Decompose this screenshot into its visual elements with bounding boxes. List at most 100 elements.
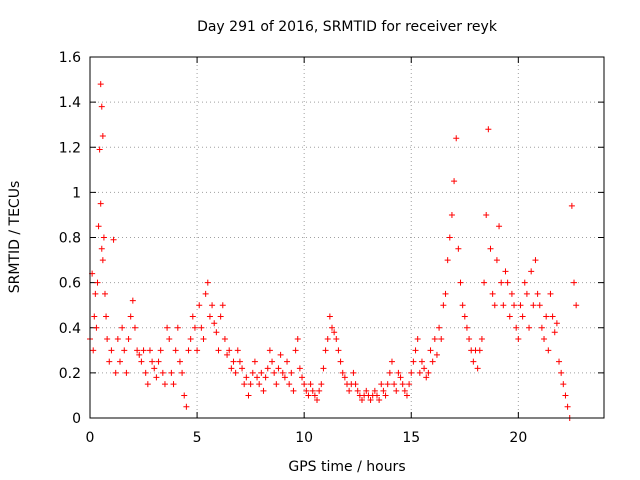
data-point — [264, 365, 271, 372]
data-point — [138, 358, 145, 365]
data-point — [556, 358, 563, 365]
data-point — [100, 234, 107, 241]
data-point — [187, 336, 194, 343]
data-point — [515, 336, 522, 343]
data-point — [279, 369, 286, 376]
data-point — [153, 374, 160, 381]
data-point — [508, 290, 515, 297]
data-point — [487, 245, 494, 252]
data-point — [247, 381, 254, 388]
data-point — [382, 392, 389, 399]
data-point — [288, 369, 295, 376]
data-point — [196, 302, 203, 309]
data-point — [249, 369, 256, 376]
data-point — [95, 223, 102, 230]
data-point — [388, 358, 395, 365]
data-point — [294, 336, 301, 343]
data-point — [393, 387, 400, 394]
data-point — [534, 290, 541, 297]
data-point — [526, 324, 533, 331]
data-point — [215, 347, 222, 354]
data-point — [174, 324, 181, 331]
data-point — [228, 365, 235, 372]
data-point — [318, 381, 325, 388]
data-point — [378, 381, 385, 388]
data-point — [254, 374, 261, 381]
data-point — [209, 302, 216, 309]
data-point — [131, 324, 138, 331]
data-point — [149, 358, 156, 365]
data-point — [206, 313, 213, 320]
data-point — [157, 347, 164, 354]
data-point — [281, 374, 288, 381]
data-point — [91, 313, 98, 320]
data-point — [568, 202, 575, 209]
data-point — [496, 223, 503, 230]
data-point — [234, 347, 241, 354]
data-point — [121, 347, 128, 354]
data-point — [286, 381, 293, 388]
data-point — [410, 358, 417, 365]
data-point — [292, 347, 299, 354]
data-point — [125, 336, 132, 343]
data-point — [391, 381, 398, 388]
data-point — [266, 347, 273, 354]
data-point — [416, 369, 423, 376]
data-point — [179, 369, 186, 376]
data-point — [549, 313, 556, 320]
data-point — [262, 374, 269, 381]
data-point — [251, 358, 258, 365]
data-point — [401, 387, 408, 394]
y-tick-label: 1.6 — [59, 50, 81, 66]
data-point — [202, 290, 209, 297]
data-point — [350, 369, 357, 376]
data-point — [284, 358, 291, 365]
data-point — [322, 347, 329, 354]
y-tick-label: 1.2 — [59, 140, 81, 156]
data-point — [573, 302, 580, 309]
chart-title: Day 291 of 2016, SRMTID for receiver rey… — [197, 19, 498, 35]
data-point — [320, 365, 327, 372]
data-point — [224, 351, 231, 358]
y-tick-label: 0.2 — [59, 366, 81, 382]
data-point — [104, 336, 111, 343]
data-point — [226, 347, 233, 354]
data-point — [436, 324, 443, 331]
data-point — [425, 369, 432, 376]
x-tick-label: 0 — [86, 430, 95, 446]
x-axis-label: GPS time / hours — [288, 459, 405, 475]
data-point — [427, 347, 434, 354]
data-point — [99, 132, 106, 139]
data-point — [397, 374, 404, 381]
data-point — [560, 381, 567, 388]
data-point — [541, 336, 548, 343]
data-point — [481, 279, 488, 286]
data-point — [564, 403, 571, 410]
data-point — [159, 369, 166, 376]
data-point — [376, 396, 383, 403]
data-point — [476, 347, 483, 354]
data-point — [127, 313, 134, 320]
data-point — [324, 336, 331, 343]
data-point — [243, 374, 250, 381]
data-point — [371, 387, 378, 394]
data-point — [326, 313, 333, 320]
data-point — [194, 347, 201, 354]
data-point — [440, 302, 447, 309]
data-point — [277, 351, 284, 358]
data-point — [273, 381, 280, 388]
data-point — [106, 358, 113, 365]
data-point — [303, 387, 310, 394]
grid — [89, 56, 604, 419]
data-point — [337, 358, 344, 365]
data-point — [146, 347, 153, 354]
data-point — [498, 279, 505, 286]
data-point — [93, 324, 100, 331]
data-point — [446, 234, 453, 241]
data-point — [466, 336, 473, 343]
data-point — [461, 313, 468, 320]
data-point — [189, 313, 196, 320]
data-point — [256, 381, 263, 388]
data-point — [311, 392, 318, 399]
